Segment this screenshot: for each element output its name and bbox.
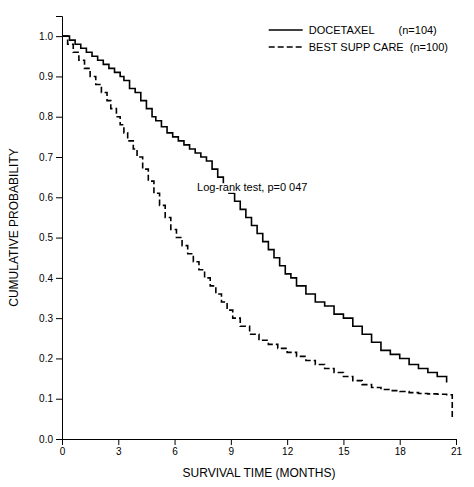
x-axis-tick-mark	[118, 439, 119, 445]
series-line	[62, 36, 452, 419]
legend-label: BEST SUPP CARE (n=100)	[309, 41, 448, 53]
y-axis-title: CUMULATIVE PROBABILITY	[7, 148, 21, 306]
legend-item: BEST SUPP CARE (n=100)	[269, 41, 448, 53]
x-axis-tick: 3	[116, 439, 122, 457]
x-axis-title: SURVIVAL TIME (MONTHS)	[183, 466, 336, 480]
annotation: Log-rank test, p=0 047	[197, 181, 307, 193]
y-axis-tick-mark	[56, 358, 62, 359]
legend: DOCETAXEL (n=104) BEST SUPP CARE (n=100)	[269, 24, 448, 53]
x-axis-tick-label: 15	[338, 446, 350, 457]
chart: 0369121518210.00.10.20.30.40.50.60.70.80…	[0, 0, 474, 487]
y-axis-tick-mark	[56, 117, 62, 118]
y-axis-tick-label: 0.4	[39, 273, 53, 284]
y-axis-tick: 0.5	[39, 232, 62, 243]
y-axis-tick-label: 0.8	[39, 111, 53, 122]
y-axis-tick: 0.9	[39, 71, 62, 82]
y-axis-tick: 0.0	[39, 434, 62, 445]
legend-swatch	[269, 29, 303, 31]
x-axis-tick: 12	[282, 439, 294, 457]
series-line	[62, 36, 447, 382]
x-axis-tick-mark	[231, 439, 232, 445]
x-axis-tick-label: 0	[60, 446, 66, 457]
y-axis-tick-label: 0.0	[39, 434, 53, 445]
x-axis-tick-mark	[175, 439, 176, 445]
x-axis: 0 3 6 9 12 15 18 21	[60, 439, 463, 457]
x-axis-tick: 9	[229, 439, 235, 457]
y-axis-tick: 0.2	[39, 353, 62, 364]
x-axis-tick-mark	[456, 439, 457, 445]
x-axis-tick: 15	[338, 439, 350, 457]
x-axis-tick-mark	[343, 439, 344, 445]
legend-item: DOCETAXEL (n=104)	[269, 24, 437, 36]
y-axis-line	[56, 17, 63, 440]
x-axis-tick-label: 3	[116, 446, 122, 457]
legend-swatch	[269, 46, 303, 48]
x-axis-tick: 18	[395, 439, 407, 457]
y-axis-tick: 1.0	[39, 31, 62, 42]
y-axis-tick-label: 0.1	[39, 393, 53, 404]
x-axis-tick: 6	[172, 439, 178, 457]
y-axis-tick: 0.6	[39, 192, 62, 203]
y-axis-tick: 0.1	[39, 393, 62, 404]
plot: 0369121518210.00.10.20.30.40.50.60.70.80…	[7, 17, 462, 481]
y-axis-tick: 0.4	[39, 273, 62, 284]
x-axis-tick: 0	[60, 439, 66, 457]
y-axis-tick-mark	[56, 399, 62, 400]
x-axis-tick: 21	[451, 439, 463, 457]
x-axis-tick-mark	[287, 439, 288, 445]
y-axis-tick-label: 1.0	[39, 31, 53, 42]
y-axis-tick-label: 0.7	[39, 152, 53, 163]
y-axis-tick-label: 0.3	[39, 313, 53, 324]
y-axis-tick-mark	[56, 318, 62, 319]
x-axis-tick-mark	[400, 439, 401, 445]
legend-label: DOCETAXEL (n=104)	[309, 24, 437, 36]
y-axis-tick-label: 0.2	[39, 353, 53, 364]
x-axis-tick-label: 6	[172, 446, 178, 457]
y-axis-tick-label: 0.9	[39, 71, 53, 82]
y-axis-tick-mark	[56, 238, 62, 239]
x-axis-line	[63, 440, 457, 446]
y-axis-tick-mark	[56, 36, 62, 37]
y-axis-tick-mark	[56, 157, 62, 158]
y-axis-tick-mark	[56, 439, 62, 440]
x-axis-tick-label: 18	[395, 446, 407, 457]
y-axis-tick-label: 0.5	[39, 232, 53, 243]
y-axis-tick: 0.8	[39, 111, 62, 122]
y-axis-tick-mark	[56, 278, 62, 279]
series-group	[62, 36, 452, 419]
x-axis-tick-label: 12	[282, 446, 294, 457]
y-axis: 0.0 0.1 0.2 0.3 0.4 0.5 0.6 0.7 0.8 0.9 1.0	[39, 17, 62, 445]
y-axis-tick-label: 0.6	[39, 192, 53, 203]
y-axis-tick-mark	[56, 76, 62, 77]
x-axis-tick-label: 9	[229, 446, 235, 457]
x-axis-tick-label: 21	[451, 446, 463, 457]
y-axis-tick: 0.7	[39, 152, 62, 163]
y-axis-tick: 0.3	[39, 313, 62, 324]
y-axis-tick-mark	[56, 197, 62, 198]
